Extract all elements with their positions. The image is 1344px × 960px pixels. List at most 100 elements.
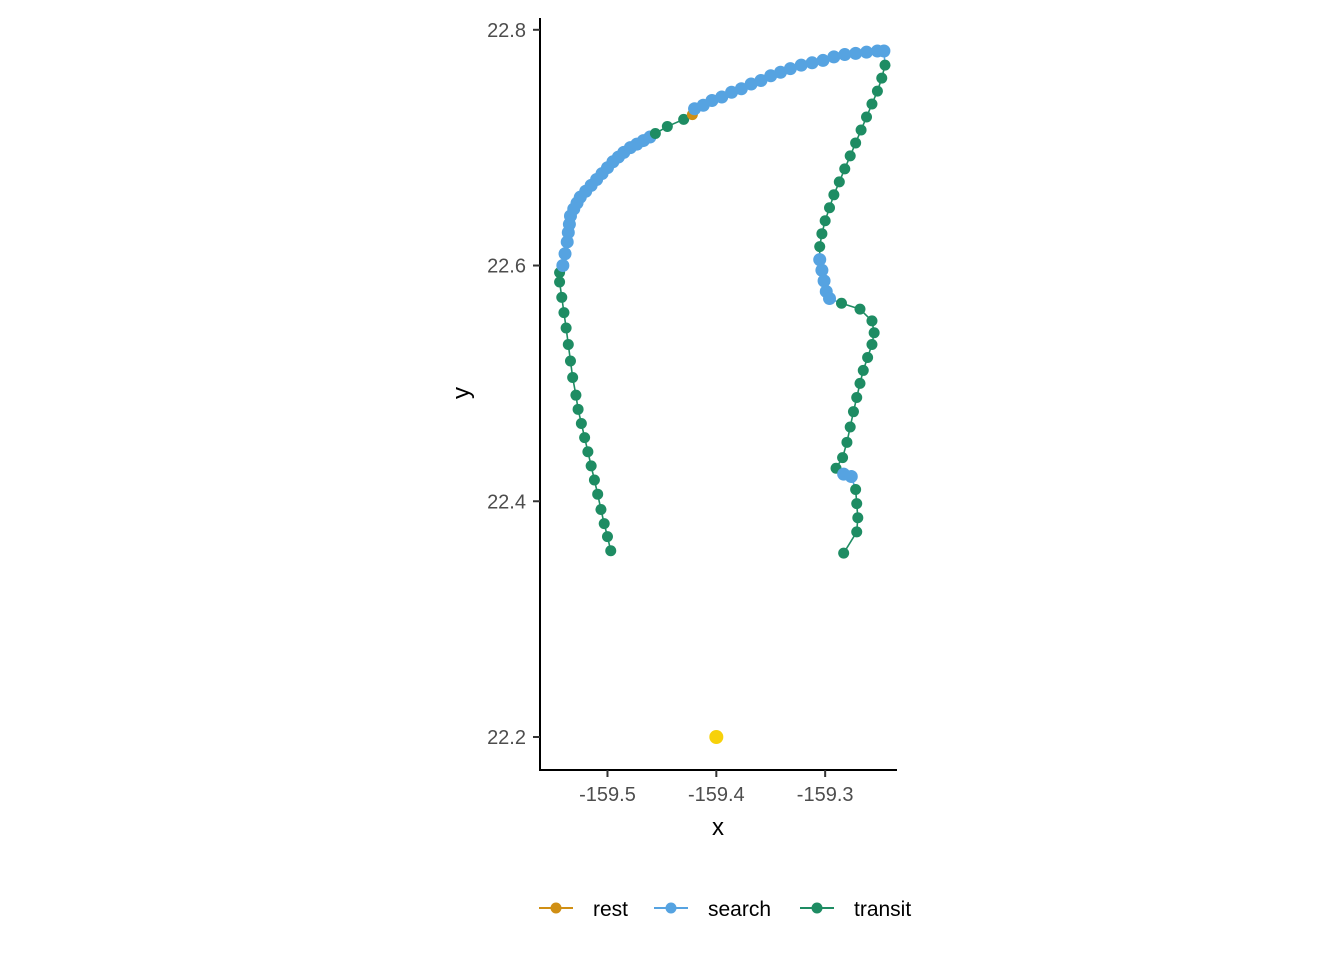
track-point-transit [854, 377, 866, 389]
track-point-search [774, 65, 788, 79]
y-tick-label: 22.4 [487, 491, 526, 513]
track-point-transit [814, 241, 826, 253]
track-point-transit [851, 526, 863, 538]
track-point-transit [819, 215, 831, 227]
x-tick-label: -159.4 [688, 784, 745, 806]
track-point-transit [879, 59, 891, 71]
track-point-transit [876, 72, 888, 84]
legend-key-point-rest [550, 902, 562, 914]
track-point-transit [866, 98, 878, 110]
track-point-transit [661, 120, 673, 132]
track-point-search [754, 73, 768, 87]
track-point-transit [558, 307, 570, 319]
track-point-transit [575, 417, 587, 429]
track-point-search [556, 259, 570, 273]
track-point-transit [678, 113, 690, 125]
legend: rest search transit [539, 898, 911, 921]
track-point-search [860, 45, 874, 59]
track-point-transit [850, 137, 862, 149]
track-point-transit [562, 338, 574, 350]
track-point-transit [868, 327, 880, 339]
track-point-search [827, 50, 841, 64]
track-point-transit [844, 421, 856, 433]
track-point-search [838, 48, 852, 62]
track-point-transit [601, 531, 613, 543]
track-point-search [816, 53, 830, 67]
track-point-transit [570, 389, 582, 401]
track-point-transit [844, 150, 856, 162]
track-point-search [813, 253, 827, 267]
track-point-search [817, 274, 831, 288]
track-point-transit [857, 364, 869, 376]
track-point-transit [851, 498, 863, 510]
legend-key-point-search [665, 902, 677, 914]
track-point-transit [567, 371, 579, 383]
track-point-transit [556, 291, 568, 303]
track-point-search [558, 247, 572, 261]
track-point-transit [862, 351, 874, 363]
track-point-transit [861, 111, 873, 123]
track-point-transit [852, 512, 864, 524]
x-axis-title: x [712, 814, 724, 841]
highlight-point [709, 729, 724, 744]
track-point-search [705, 94, 719, 108]
track-point-search [715, 90, 729, 104]
legend-label-search: search [708, 898, 771, 921]
track-point-search [764, 69, 778, 83]
track-point-search [844, 470, 858, 484]
track-point-transit [598, 518, 610, 530]
track-point-transit [835, 297, 847, 309]
track-point-search [805, 56, 819, 70]
track-point-transit [847, 406, 859, 418]
track-point-transit [585, 460, 597, 472]
legend-label-rest: rest [593, 898, 628, 921]
track-point-transit [816, 228, 828, 240]
track-point-transit [554, 276, 566, 288]
extra-point-layer [709, 729, 724, 744]
legend-label-transit: transit [854, 898, 911, 921]
x-tick-label: -159.5 [579, 784, 636, 806]
track-point-transit [866, 338, 878, 350]
track-point-transit [649, 128, 661, 140]
track-point-transit [871, 85, 883, 97]
track-point-search [560, 235, 574, 249]
y-axis-ticks: 22.2 22.4 22.6 22.8 [487, 20, 540, 749]
track-point-search [815, 263, 829, 277]
track-point-transit [855, 124, 867, 136]
track-point-search [744, 77, 758, 91]
x-tick-label: -159.3 [797, 784, 854, 806]
track-point-transit [841, 436, 853, 448]
track-point-search [794, 58, 808, 72]
track-point-transit [828, 189, 840, 201]
track-point-search [783, 62, 797, 76]
track-point-transit [833, 176, 845, 188]
track-point-transit [824, 202, 836, 214]
track-point-transit [854, 303, 866, 315]
track-point-transit [582, 446, 594, 458]
track-point-search [734, 82, 748, 96]
y-tick-label: 22.2 [487, 727, 526, 749]
track-point-search [823, 292, 837, 306]
track-point-search [725, 85, 739, 99]
track-point-transit [851, 392, 863, 404]
track-point-transit [839, 163, 851, 175]
y-axis-title: y [448, 387, 475, 399]
track-point-transit [592, 488, 604, 500]
track-point-transit [850, 483, 862, 495]
track-point-transit [588, 474, 600, 486]
track-point-search [849, 46, 863, 60]
legend-key-point-transit [811, 902, 823, 914]
y-tick-label: 22.8 [487, 20, 526, 42]
x-axis-ticks: -159.5 -159.4 -159.3 [579, 770, 854, 806]
y-tick-label: 22.6 [487, 256, 526, 278]
track-point-search [877, 44, 891, 58]
track-point-transit [572, 403, 584, 415]
track-point-transit [837, 452, 849, 464]
track-point-transit [838, 547, 850, 559]
track-point-transit [579, 432, 591, 444]
track-points [554, 44, 891, 559]
track-point-transit [560, 322, 572, 334]
track-point-transit [866, 315, 878, 327]
track-point-transit [595, 504, 607, 516]
